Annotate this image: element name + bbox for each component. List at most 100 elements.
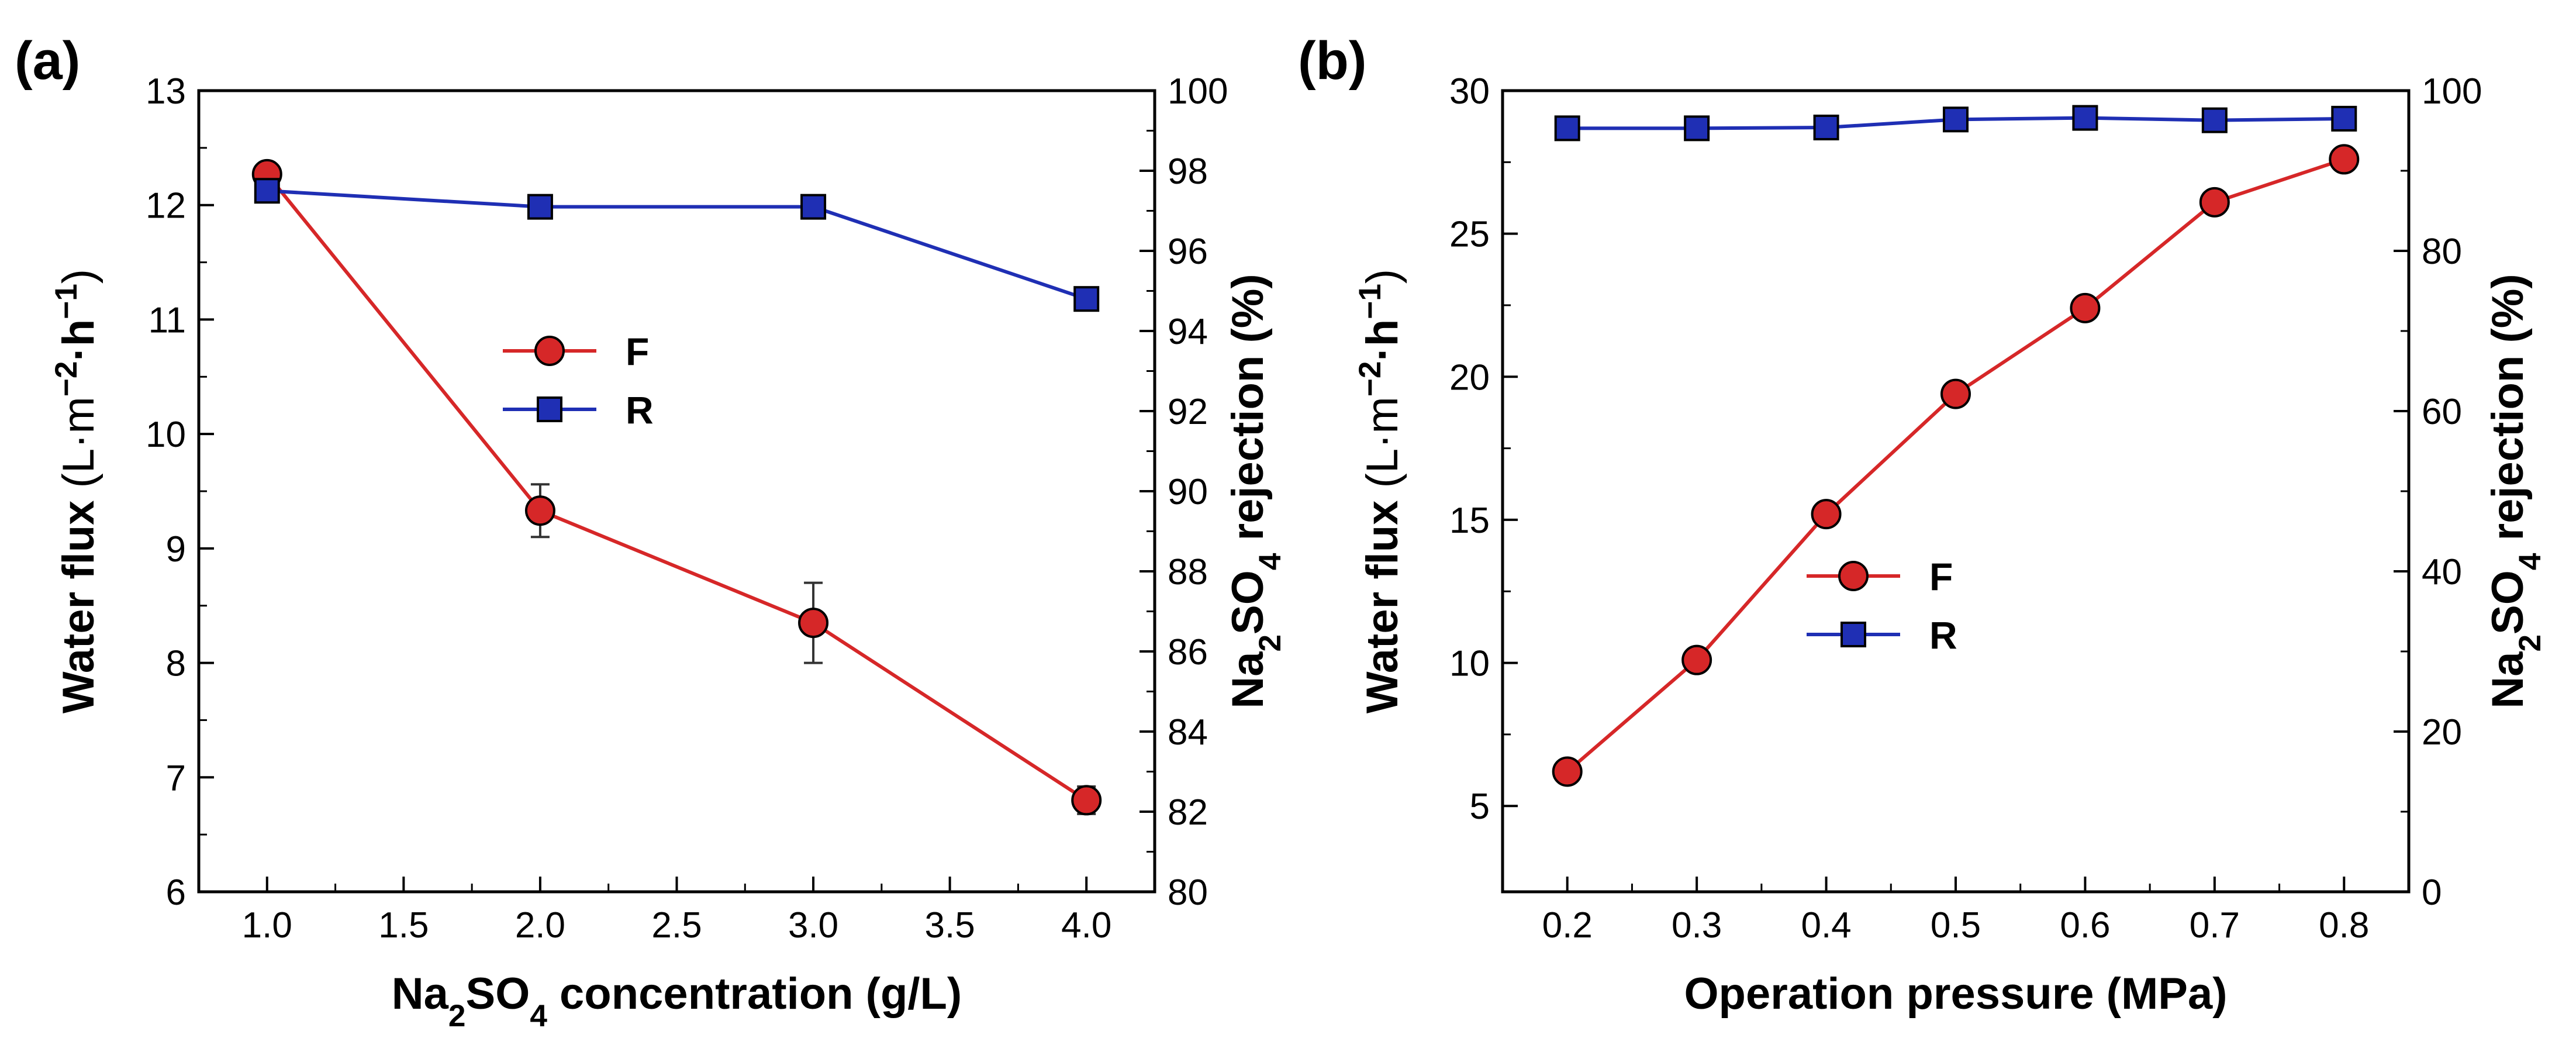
y-left-axis-title-unit: ) (54, 269, 103, 284)
series-F-point (524, 495, 555, 526)
x-tick-label: 3.5 (925, 905, 975, 946)
y-left-axis-title-unit: (L·m (1358, 396, 1407, 488)
series-R (1554, 105, 2357, 142)
y-left-axis-title-sup: −1 (1353, 284, 1387, 319)
panel-a: (a) 1.0 1.5 2.0 2.5 3.0 3.5 4.0 6 7 8 9 10 11 12 13 80 82… (15, 31, 1287, 1033)
series-R-point (800, 194, 827, 220)
y-left-tick-label: 20 (1449, 357, 1490, 398)
x-tick-label: 0.2 (1542, 905, 1593, 946)
x-tick-label: 4.0 (1061, 905, 1111, 946)
y-right-axis-title-sub: 2 (1253, 634, 1287, 652)
y-left-tick-label: 10 (146, 415, 186, 455)
y-left-axis-title-sup: −2 (49, 361, 84, 397)
y-right-tick-label: 96 (1168, 232, 1208, 272)
series-R-point (2201, 107, 2228, 133)
legend-label-R: R (626, 388, 654, 432)
legend-label-R: R (1929, 613, 1957, 657)
y-right-tick-label: 92 (1168, 392, 1208, 432)
y-left-axis-title-sup: −2 (1353, 361, 1387, 397)
x-axis-title-sub: 4 (530, 999, 547, 1033)
series-R-point (1554, 115, 1580, 142)
series-F (251, 158, 1102, 816)
y-right-axis-title-part: Na (2483, 651, 2533, 709)
y-right-axis-title-sub: 4 (1253, 553, 1287, 570)
y-right-axis-title-part: Na (1223, 651, 1273, 709)
y-left-tick-label: 30 (1449, 71, 1490, 112)
x-axis-title: Operation pressure (MPa) (1684, 969, 2227, 1019)
y-left-tick-label: 11 (149, 300, 186, 340)
series-R-point (254, 178, 280, 204)
y-left-axis-title: Water flux (L·m−2·h−1) (1353, 269, 1408, 713)
x-axis-title-sub: 2 (448, 999, 466, 1033)
y-left-tick-label: 10 (1449, 644, 1490, 684)
y-left-tick-label: 13 (146, 71, 186, 112)
x-axis-title: Na2SO4 concentration (g/L) (392, 969, 962, 1033)
x-tick-label: 0.3 (1672, 905, 1722, 946)
series-R-line (267, 189, 1087, 301)
y-right-axis-title-part: SO (2483, 570, 2533, 634)
x-tick-label: 1.5 (378, 905, 429, 946)
series-R (254, 178, 1100, 312)
y-left-axis-title-unit: ·h (54, 319, 103, 361)
y-left-tick-label: 25 (1449, 215, 1490, 255)
series-F-point (1811, 499, 1842, 530)
series-R-point (1943, 106, 1969, 133)
y-right-tick-label: 100 (2422, 71, 2482, 112)
series-F-point (2199, 187, 2230, 218)
y-left-tick-label: 8 (166, 644, 186, 684)
x-tick-label: 3.0 (788, 905, 838, 946)
y-right-tick-label: 94 (1168, 312, 1208, 352)
x-axis-title-part: SO (466, 969, 530, 1019)
y-left-axis-title: Water flux (L·m−2·h−1) (49, 269, 104, 713)
y-left-axis-title-sup: −1 (49, 284, 84, 319)
y-left-axis-title-unit: (L·m (54, 396, 103, 488)
y-right-tick-label: 80 (1168, 872, 1208, 913)
y-right-tick-label: 0 (2422, 872, 2442, 913)
series-F-point (1071, 785, 1102, 816)
y-right-axis-title-sub: 2 (2513, 634, 2547, 652)
x-tick-label: 2.0 (515, 905, 565, 946)
series-R-point (1684, 115, 1710, 142)
y-left-tick-label: 9 (166, 529, 186, 570)
series-R-point (2331, 105, 2357, 132)
series-R-point (527, 194, 553, 220)
y-right-tick-label: 86 (1168, 632, 1208, 672)
y-left-axis-title-unit: ) (1358, 269, 1407, 284)
panel-b: (b) 0.2 0.3 0.4 0.5 0.6 0.7 0.8 5 10 15 20 25 30 0 20 40… (1298, 31, 2547, 1019)
y-right-axis-title-part: rejection (%) (1223, 274, 1273, 553)
series-F (1552, 144, 2360, 787)
series-R-point (1813, 115, 1839, 141)
x-tick-label: 0.7 (2190, 905, 2240, 946)
y-right-tick-label: 90 (1168, 472, 1208, 512)
y-left-tick-label: 5 (1470, 787, 1490, 827)
y-right-axis-title: Na2SO4 rejection (%) (1223, 274, 1287, 708)
panel-label: (b) (1298, 31, 1366, 91)
y-left-tick-label: 7 (166, 758, 186, 798)
series-R-point (2072, 105, 2098, 131)
legend-marker-F (534, 336, 565, 366)
series-F-point (2070, 292, 2101, 323)
x-tick-label: 0.6 (2060, 905, 2110, 946)
legend-label-F: F (626, 330, 649, 373)
y-left-tick-label: 6 (166, 872, 186, 913)
y-right-tick-label: 20 (2422, 712, 2462, 753)
series-F-point (1552, 756, 1583, 787)
y-right-axis-title: Na2SO4 rejection (%) (2483, 274, 2547, 708)
series-F-line (265, 173, 1087, 802)
legend-label-F: F (1929, 555, 1953, 598)
y-left-tick-label: 15 (1449, 501, 1490, 541)
y-right-tick-label: 88 (1168, 552, 1208, 592)
legend-marker-F (1838, 561, 1869, 591)
y-right-axis-title-part: rejection (%) (2483, 274, 2533, 553)
y-left-axis-title-text: Water flux (1358, 488, 1407, 713)
y-right-tick-label: 40 (2422, 552, 2462, 592)
y-right-axis-title-sub: 4 (2513, 553, 2547, 570)
y-left-axis-title-unit: ·h (1358, 319, 1407, 361)
x-axis-title-part: concentration (g/L) (547, 969, 962, 1019)
legend: FR (1807, 555, 1957, 657)
y-right-tick-label: 84 (1168, 712, 1208, 753)
y-left-tick-label: 12 (146, 186, 186, 226)
y-right-axis-title-part: SO (1223, 570, 1273, 634)
